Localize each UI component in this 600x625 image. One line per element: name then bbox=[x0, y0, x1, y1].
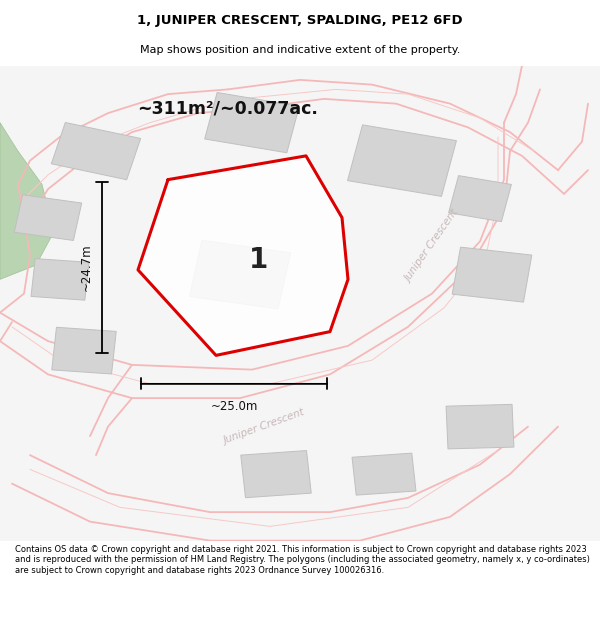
Text: ~24.7m: ~24.7m bbox=[80, 244, 93, 291]
Polygon shape bbox=[449, 176, 511, 222]
Polygon shape bbox=[52, 328, 116, 374]
Polygon shape bbox=[0, 122, 54, 279]
Text: Map shows position and indicative extent of the property.: Map shows position and indicative extent… bbox=[140, 44, 460, 54]
Polygon shape bbox=[14, 195, 82, 241]
Polygon shape bbox=[452, 247, 532, 302]
Polygon shape bbox=[0, 66, 600, 541]
Polygon shape bbox=[352, 453, 416, 495]
Text: 1: 1 bbox=[248, 246, 268, 274]
Polygon shape bbox=[138, 156, 348, 356]
Text: Juniper Crescent: Juniper Crescent bbox=[403, 208, 461, 284]
Text: ~311m²/~0.077ac.: ~311m²/~0.077ac. bbox=[137, 99, 319, 118]
Text: Contains OS data © Crown copyright and database right 2021. This information is : Contains OS data © Crown copyright and d… bbox=[15, 545, 590, 574]
Text: Juniper Crescent: Juniper Crescent bbox=[222, 408, 306, 446]
Polygon shape bbox=[190, 241, 290, 309]
Text: ~25.0m: ~25.0m bbox=[211, 401, 257, 414]
Text: 1, JUNIPER CRESCENT, SPALDING, PE12 6FD: 1, JUNIPER CRESCENT, SPALDING, PE12 6FD bbox=[137, 14, 463, 28]
Polygon shape bbox=[52, 122, 140, 180]
Polygon shape bbox=[205, 92, 299, 152]
Polygon shape bbox=[446, 404, 514, 449]
Polygon shape bbox=[347, 125, 457, 196]
Polygon shape bbox=[241, 451, 311, 498]
Polygon shape bbox=[31, 259, 89, 300]
